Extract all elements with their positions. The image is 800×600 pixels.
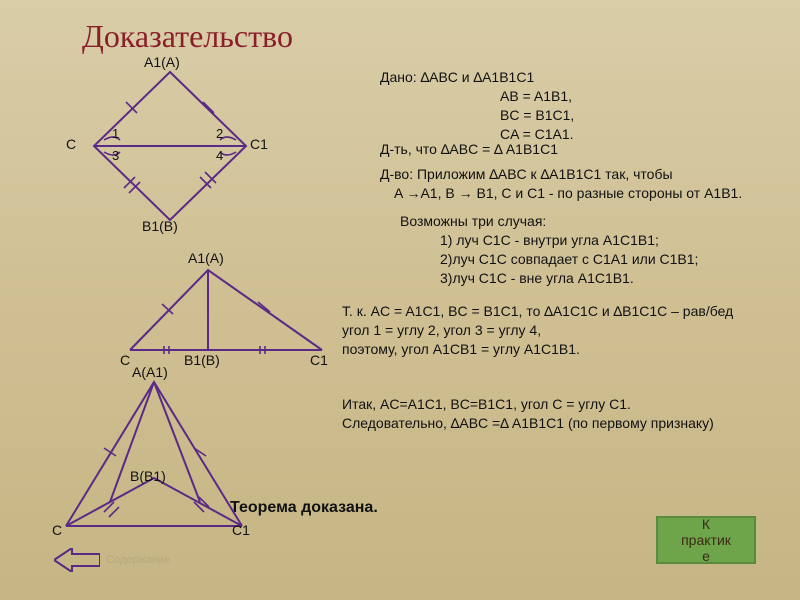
vertex-label: C1 bbox=[232, 522, 250, 538]
vertex-label: B1(B) bbox=[184, 352, 220, 368]
page-title: Доказательство bbox=[82, 18, 293, 55]
practice-label: практик bbox=[681, 532, 731, 548]
concl-line: Итак, AC=A1C1, BC=B1C1, угол C = углу C1… bbox=[342, 395, 800, 414]
vertex-label: A1(A) bbox=[188, 250, 224, 266]
proof-line: Д-во: Приложим ∆ABC к ∆A1B1C1 так, чтобы bbox=[380, 165, 790, 184]
since-line: угол 1 = углу 2, угол 3 = углу 4, bbox=[342, 321, 800, 340]
vertex-label: C bbox=[66, 136, 76, 152]
vertex-label: C bbox=[120, 352, 130, 368]
contents-link[interactable]: Содержание bbox=[54, 548, 170, 572]
since-line: Т. к. AC = A1C1, BC = B1C1, то ∆A1C1C и … bbox=[342, 302, 800, 321]
angle-num: 3 bbox=[112, 148, 119, 163]
vertex-label: C1 bbox=[250, 136, 268, 152]
diagram-rhombus: A1(A) C C1 B1(B) 1 2 3 4 bbox=[60, 60, 280, 250]
practice-label: е bbox=[681, 548, 731, 564]
proof-block: Д-во: Приложим ∆ABC к ∆A1B1C1 так, чтобы… bbox=[380, 165, 790, 203]
given-line: Дано: ∆ABC и ∆A1B1C1 bbox=[380, 68, 790, 87]
diagram-two-triangles: A1(A) C B1(B) C1 bbox=[112, 258, 342, 378]
vertex-label: C1 bbox=[310, 352, 328, 368]
diagram-overlapping: A(A1) B(B1) C C1 bbox=[50, 372, 260, 542]
practice-button[interactable]: К практик е bbox=[656, 516, 756, 564]
cases-block: Возможны три случая: 1) луч C1C - внутри… bbox=[400, 212, 800, 288]
angle-num: 1 bbox=[112, 126, 119, 141]
case-line: 1) луч C1C - внутри угла A1C1B1; bbox=[400, 231, 800, 250]
given-block: Дано: ∆ABC и ∆A1B1C1 AB = A1B1, BC = B1C… bbox=[380, 68, 790, 144]
vertex-label: B(B1) bbox=[130, 468, 166, 484]
case-line: 3)луч C1C - вне угла A1C1B1. bbox=[400, 269, 800, 288]
conclusion-block: Итак, AC=A1C1, BC=B1C1, угол C = углу C1… bbox=[342, 395, 800, 433]
contents-label: Содержание bbox=[106, 554, 170, 566]
angle-num: 2 bbox=[216, 126, 223, 141]
vertex-label: B1(B) bbox=[142, 218, 178, 234]
cases-head: Возможны три случая: bbox=[400, 212, 800, 231]
concl-line: Следовательно, ∆ABC =∆ A1B1C1 (по первом… bbox=[342, 414, 800, 433]
given-line: AB = A1B1, bbox=[380, 87, 790, 106]
vertex-label: C bbox=[52, 522, 62, 538]
arrow-left-icon bbox=[54, 548, 100, 572]
given-line: BC = B1C1, bbox=[380, 106, 790, 125]
practice-label: К bbox=[681, 516, 731, 532]
vertex-label: A(A1) bbox=[132, 364, 168, 380]
prove-line: Д-ть, что ∆ABC = ∆ A1B1C1 bbox=[380, 140, 790, 159]
proof-line: A →A1, B → B1, C и C1 - по разные сторон… bbox=[380, 184, 790, 203]
angle-num: 4 bbox=[216, 148, 223, 163]
since-block: Т. к. AC = A1C1, BC = B1C1, то ∆A1C1C и … bbox=[342, 302, 800, 359]
vertex-label: A1(A) bbox=[144, 54, 180, 70]
since-line: поэтому, угол A1CB1 = углу A1C1B1. bbox=[342, 340, 800, 359]
case-line: 2)луч C1C совпадает с C1A1 или C1B1; bbox=[400, 250, 800, 269]
